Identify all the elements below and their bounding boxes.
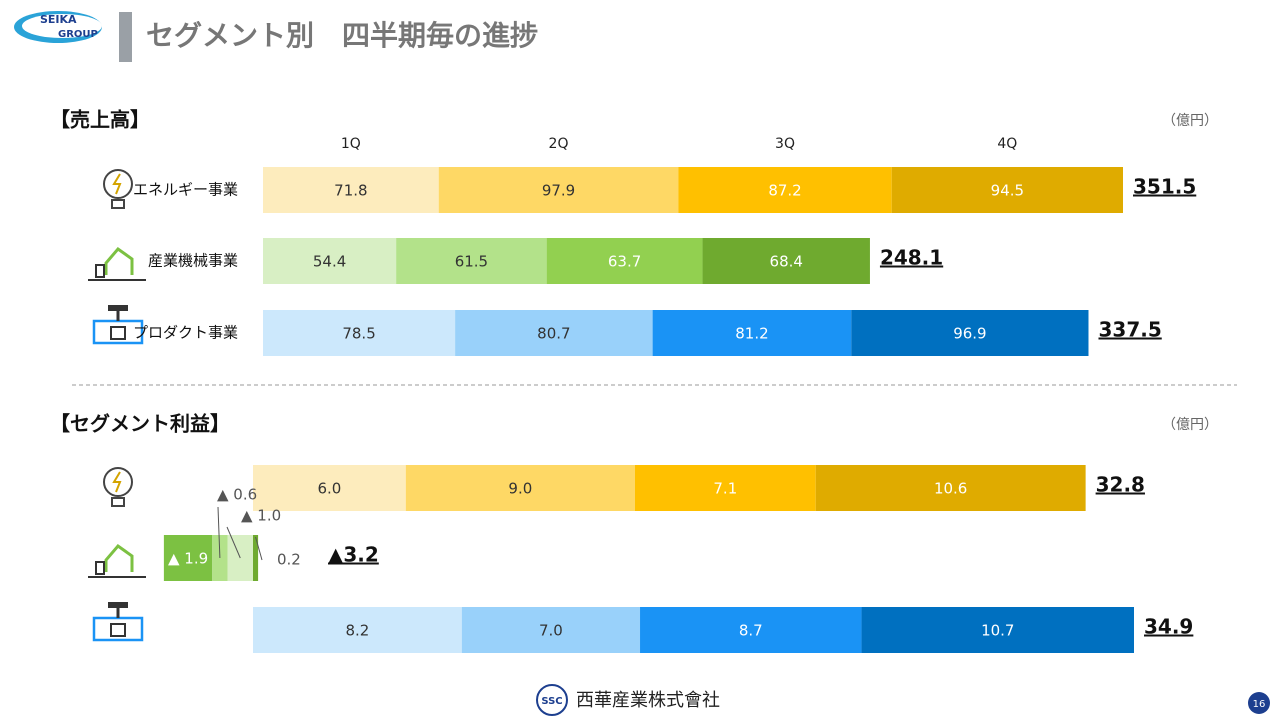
row-label: プロダクト事業 <box>133 324 238 342</box>
data-label: 71.8 <box>334 182 367 200</box>
bar-segment <box>634 465 816 511</box>
data-label: ▲ 0.6 <box>217 486 257 504</box>
total-label: 34.9 <box>1144 615 1193 639</box>
bar-segment <box>253 607 462 653</box>
total-label: ▲3.2 <box>328 543 379 567</box>
bar-segment <box>263 310 456 356</box>
icon <box>111 497 125 507</box>
bar-segment <box>546 238 703 284</box>
unit-label: （億円） <box>1162 113 1218 129</box>
icon <box>108 602 128 608</box>
icon <box>103 467 133 497</box>
data-label: 97.9 <box>542 182 575 200</box>
bar-segment <box>253 535 259 581</box>
total-label: 248.1 <box>880 246 943 270</box>
data-label: 7.0 <box>539 622 563 640</box>
total-label: 351.5 <box>1133 175 1196 199</box>
data-label: 0.2 <box>277 551 301 569</box>
data-label: 54.4 <box>313 253 346 271</box>
data-label: 94.5 <box>991 182 1024 200</box>
leader-line <box>255 536 263 561</box>
data-label: ▲ 1.9 <box>168 550 208 568</box>
data-label: 63.7 <box>608 253 641 271</box>
bar-segment <box>640 607 862 653</box>
icon <box>111 199 125 209</box>
section-title: 【売上高】 <box>50 108 150 132</box>
logo-ring-inner <box>22 14 102 38</box>
data-label: 87.2 <box>768 182 801 200</box>
footer-company: 西華産業株式會社 <box>576 690 720 711</box>
icon <box>103 169 133 199</box>
data-label: 10.7 <box>981 622 1014 640</box>
page-number: 16 <box>1253 699 1266 710</box>
data-label: 61.5 <box>455 253 488 271</box>
page-badge <box>1248 692 1270 714</box>
bar-segment <box>652 310 852 356</box>
total-label: 337.5 <box>1098 318 1161 342</box>
bar-segment <box>263 167 439 213</box>
bar-segment <box>851 310 1089 356</box>
bar-segment <box>678 167 892 213</box>
bar-segment <box>861 607 1134 653</box>
data-label: 80.7 <box>537 325 570 343</box>
icon <box>110 623 126 637</box>
leader-line <box>226 526 241 559</box>
data-label: 7.1 <box>713 480 737 498</box>
leader-line <box>217 506 221 559</box>
slide-title: セグメント別 四半期毎の進捗 <box>146 19 538 52</box>
title-bar <box>119 12 132 62</box>
icon <box>104 543 134 572</box>
bar-segment <box>163 535 213 581</box>
data-label: 78.5 <box>342 325 375 343</box>
bar-segment <box>405 465 635 511</box>
data-label: 8.2 <box>345 622 369 640</box>
icon <box>108 305 128 311</box>
icon <box>104 246 134 275</box>
bar-segment <box>438 167 679 213</box>
icon <box>112 471 122 493</box>
data-label: 81.2 <box>735 325 768 343</box>
data-label: 96.9 <box>953 325 986 343</box>
data-label: 68.4 <box>770 253 803 271</box>
icon <box>95 561 105 575</box>
icon <box>110 326 126 340</box>
bar-segment <box>815 465 1086 511</box>
icon <box>112 173 122 195</box>
bar-segment <box>461 607 641 653</box>
data-label: 9.0 <box>508 480 532 498</box>
section-title: 【セグメント利益】 <box>50 412 230 436</box>
unit-label: （億円） <box>1162 417 1218 433</box>
quarter-header: 4Q <box>997 136 1017 152</box>
bar-segment <box>253 465 406 511</box>
bar-segment <box>891 167 1123 213</box>
quarter-header: 2Q <box>549 136 569 152</box>
data-label: 6.0 <box>317 480 341 498</box>
quarter-header: 3Q <box>775 136 795 152</box>
footer-logo <box>536 684 568 716</box>
row-label: エネルギー事業 <box>133 181 238 199</box>
data-label: 8.7 <box>739 622 763 640</box>
bar-segment <box>702 238 870 284</box>
bar-segment <box>455 310 653 356</box>
data-label: 10.6 <box>934 480 967 498</box>
quarter-header: 1Q <box>341 136 361 152</box>
footer-mark: SSC <box>541 696 562 707</box>
bar-segment <box>396 238 547 284</box>
data-label: ▲ 1.0 <box>241 507 281 525</box>
icon <box>95 264 105 278</box>
logo-text: GROUP <box>58 29 98 40</box>
bar-segment <box>263 238 397 284</box>
row-label: 産業機械事業 <box>148 252 238 270</box>
total-label: 32.8 <box>1096 473 1145 497</box>
logo-text: SEIKA <box>40 13 77 26</box>
